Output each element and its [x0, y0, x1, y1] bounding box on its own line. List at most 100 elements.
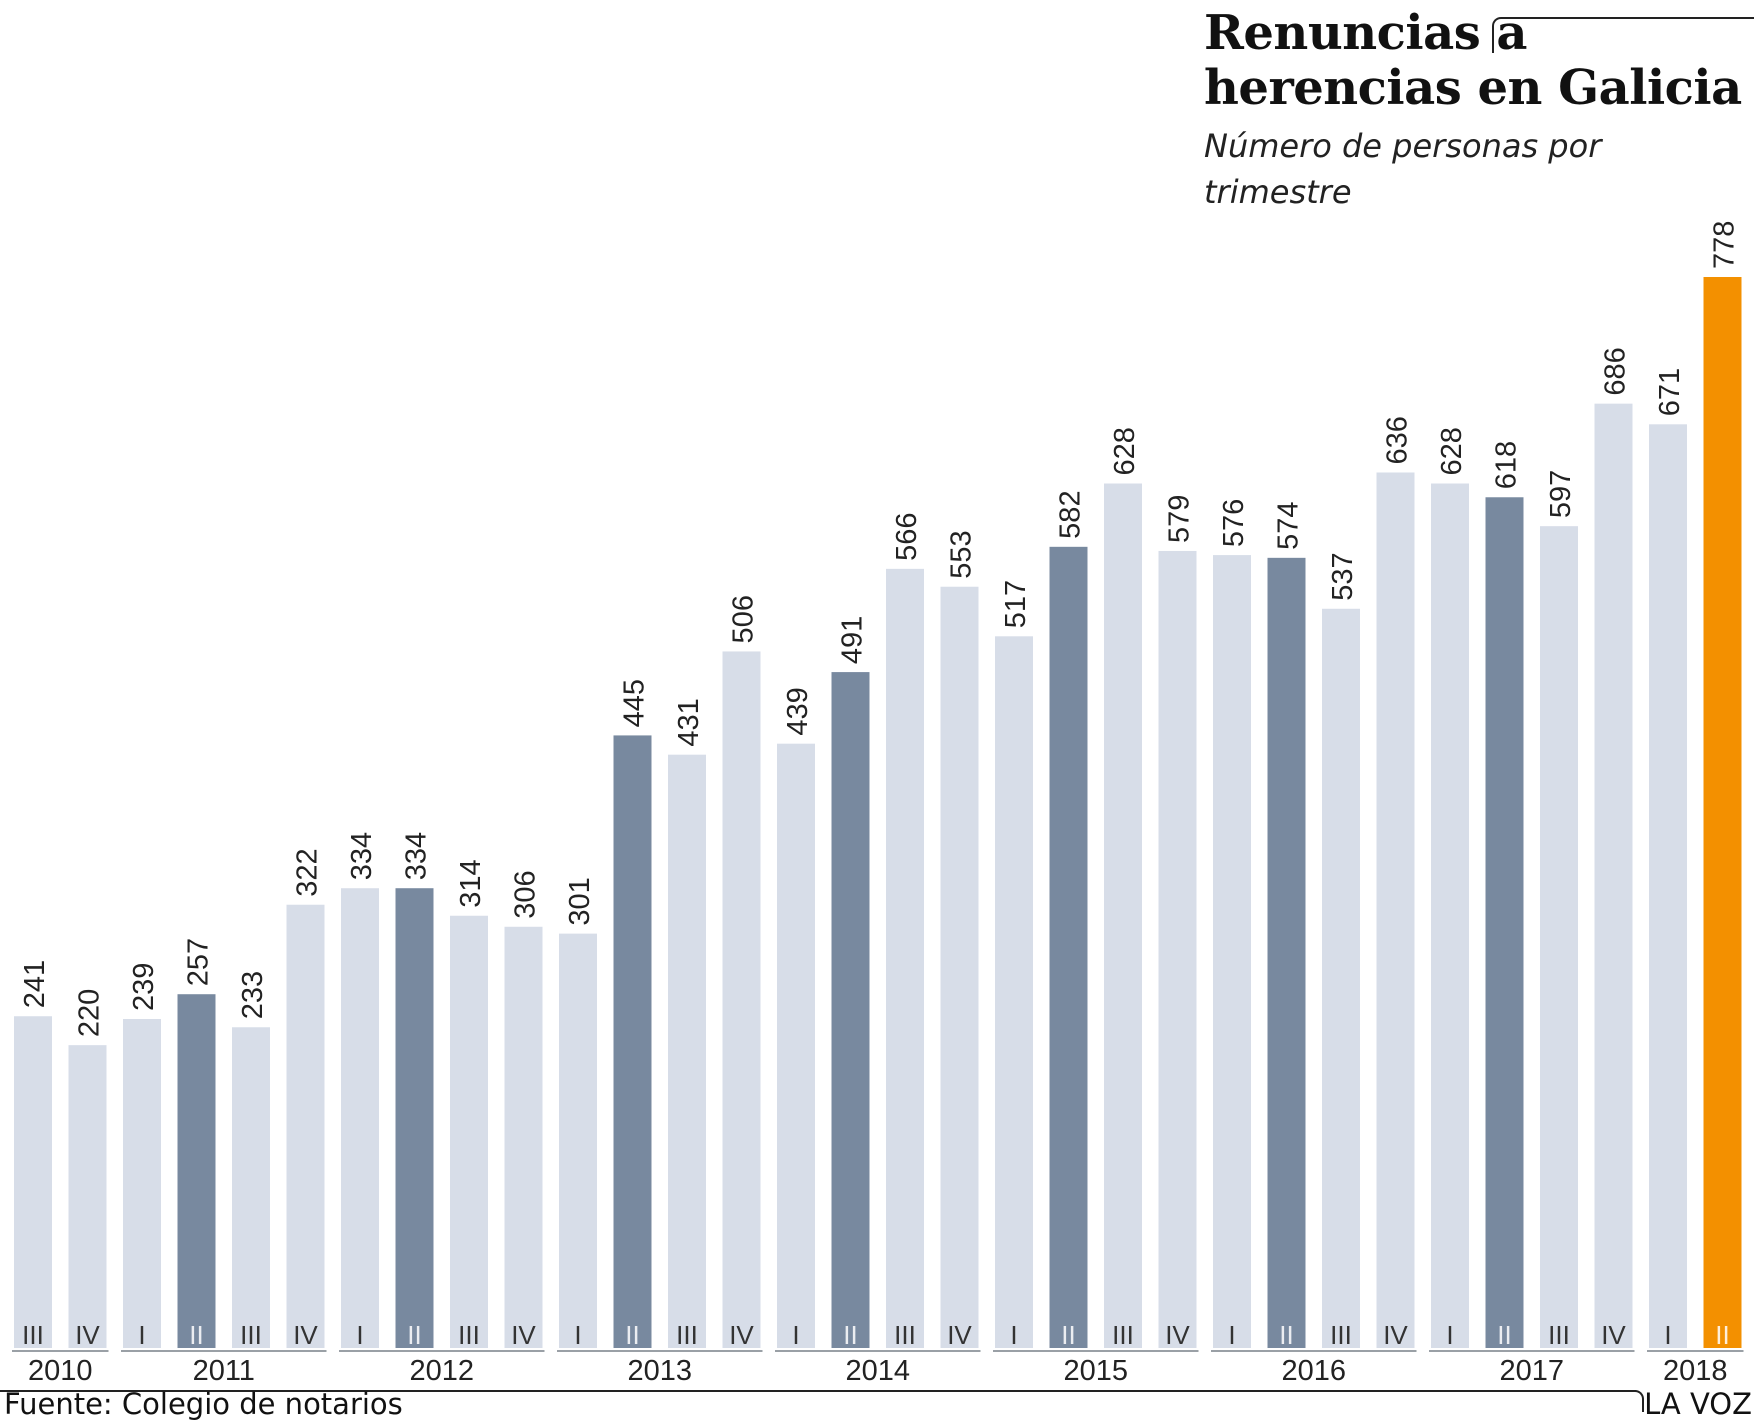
year-label: 2018 — [1663, 1355, 1728, 1387]
bar-2015-I — [995, 636, 1033, 1348]
value-label: 445 — [619, 679, 651, 727]
value-label: 239 — [128, 963, 160, 1011]
quarter-label: III — [458, 1320, 480, 1350]
value-label: 636 — [1382, 416, 1414, 464]
value-label: 517 — [1000, 580, 1032, 628]
bar-2015-II — [1049, 546, 1088, 1348]
bar-2017-III — [1540, 526, 1578, 1348]
value-label: 257 — [183, 938, 215, 986]
bar-2014-III — [886, 568, 924, 1348]
bar-2011-IV — [286, 904, 325, 1348]
quarter-label: II — [843, 1320, 857, 1350]
bar-2012-I — [341, 888, 379, 1348]
quarter-label: II — [1279, 1320, 1293, 1350]
quarter-label: III — [240, 1320, 262, 1350]
quarter-label: III — [22, 1320, 44, 1350]
bar-2017-I — [1431, 483, 1469, 1348]
footer-rule — [0, 1390, 1636, 1392]
year-label: 2015 — [1063, 1355, 1128, 1387]
quarter-label: I — [356, 1320, 363, 1350]
bar-2012-IV — [504, 926, 543, 1348]
bar-2015-IV — [1158, 550, 1197, 1348]
quarter-label: I — [792, 1320, 799, 1350]
quarter-label: III — [1112, 1320, 1134, 1350]
value-label: 506 — [728, 595, 760, 643]
footer-hook-decoration — [1634, 1390, 1644, 1412]
value-label: 220 — [74, 989, 106, 1037]
quarter-label: IV — [729, 1320, 754, 1350]
year-label: 2014 — [845, 1355, 910, 1387]
value-label: 491 — [837, 616, 869, 664]
bar-2018-II — [1703, 277, 1742, 1349]
bar-2016-III — [1322, 608, 1360, 1348]
bar-2017-IV — [1594, 403, 1633, 1348]
quarter-label: IV — [1383, 1320, 1408, 1350]
bar-2011-III — [232, 1027, 270, 1348]
quarter-label: II — [625, 1320, 639, 1350]
value-label: 537 — [1327, 552, 1359, 600]
bar-2011-II — [177, 994, 216, 1348]
value-label: 314 — [455, 859, 487, 907]
quarter-label: I — [1228, 1320, 1235, 1350]
value-label: 579 — [1164, 495, 1196, 543]
brand-logo: LA VOZ — [1644, 1387, 1752, 1421]
bar-2013-IV — [722, 651, 761, 1348]
value-label: 241 — [19, 960, 51, 1008]
quarter-label: III — [1548, 1320, 1570, 1350]
value-label: 439 — [782, 687, 814, 735]
quarter-label: I — [138, 1320, 145, 1350]
bar-2016-IV — [1376, 472, 1415, 1348]
value-label: 553 — [946, 530, 978, 578]
year-label: 2013 — [627, 1355, 692, 1387]
quarter-labels-group: III IV I II III IV I II III IV I II III IV I II III IV I II… — [22, 1320, 1730, 1350]
quarter-label: IV — [947, 1320, 972, 1350]
bar-2018-I — [1649, 424, 1687, 1348]
quarter-label: I — [1010, 1320, 1017, 1350]
year-label: 2017 — [1499, 1355, 1564, 1387]
quarter-label: IV — [75, 1320, 100, 1350]
bar-2012-II — [395, 888, 434, 1348]
quarter-label: IV — [1601, 1320, 1626, 1350]
value-label: 566 — [891, 512, 923, 560]
bar-2010-III — [14, 1016, 52, 1348]
quarter-label: II — [1497, 1320, 1511, 1350]
value-label: 431 — [673, 698, 705, 746]
value-label: 582 — [1055, 490, 1087, 538]
chart-subtitle: Número de personas por trimestre — [1204, 127, 1602, 211]
value-label: 618 — [1491, 441, 1523, 489]
quarter-label: II — [407, 1320, 421, 1350]
value-label: 671 — [1654, 368, 1686, 416]
bar-2013-II — [613, 735, 652, 1348]
value-label: 306 — [510, 870, 542, 918]
quarter-label: IV — [1165, 1320, 1190, 1350]
bar-2016-II — [1267, 557, 1306, 1348]
quarter-label: II — [1715, 1320, 1729, 1350]
bar-2015-III — [1104, 483, 1142, 1348]
title-corner-decoration — [1492, 17, 1754, 53]
bar-2014-II — [831, 672, 870, 1348]
value-label: 334 — [401, 832, 433, 880]
value-label: 628 — [1436, 427, 1468, 475]
quarter-label: III — [676, 1320, 698, 1350]
bar-2016-I — [1213, 555, 1251, 1348]
year-label: 2016 — [1281, 1355, 1346, 1387]
bar-2014-IV — [940, 586, 979, 1348]
year-label: 2011 — [193, 1355, 255, 1387]
quarter-label: III — [894, 1320, 916, 1350]
quarter-label: IV — [293, 1320, 318, 1350]
bar-2013-I — [559, 933, 597, 1348]
year-axis-group: 2010 2011 2012 2013 2014 2015 2016 2017 2018 — [12, 1350, 1744, 1387]
bar-2014-I — [777, 743, 815, 1348]
quarter-label: II — [189, 1320, 203, 1350]
bar-2017-II — [1485, 497, 1524, 1348]
bar-2013-III — [668, 754, 706, 1348]
year-label: 2010 — [28, 1355, 93, 1387]
bar-2010-IV — [68, 1045, 107, 1348]
bar-2012-III — [450, 915, 488, 1348]
value-label: 233 — [237, 971, 269, 1019]
value-label: 628 — [1109, 427, 1141, 475]
bar-2011-I — [123, 1018, 161, 1348]
value-label: 322 — [292, 848, 324, 896]
value-label: 574 — [1273, 501, 1305, 549]
